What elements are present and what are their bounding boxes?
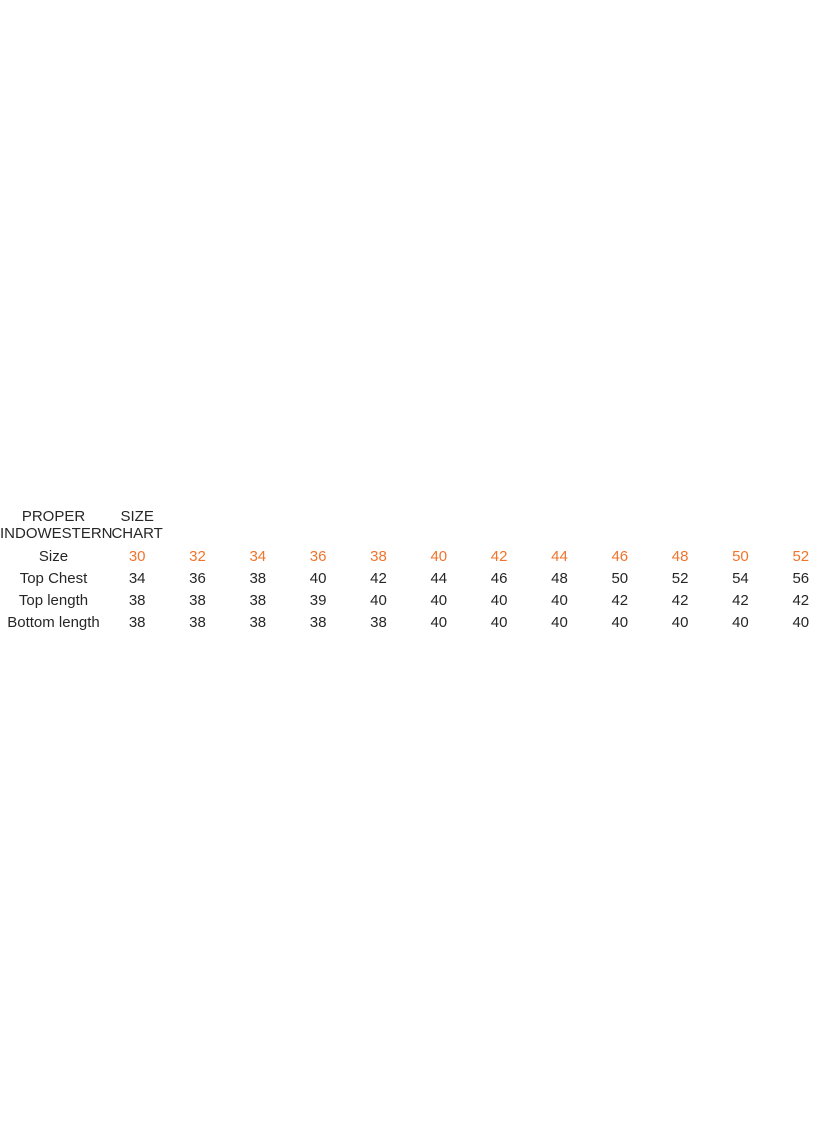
table-cell: 38 (249, 592, 267, 609)
table-cell: 36 (309, 548, 327, 565)
table-cell: 42 (490, 548, 508, 565)
row-label: Top length (18, 592, 89, 609)
table-cell: 46 (611, 548, 629, 565)
table-cell: 34 (249, 548, 267, 565)
table-row: Bottom length 38 38 38 38 38 40 40 40 40 40 40 40 (0, 612, 823, 634)
table-cell: 40 (309, 570, 327, 587)
table-cell: 40 (430, 548, 448, 565)
table-cell: 52 (671, 570, 689, 587)
table-cell: 52 (792, 548, 810, 565)
table-cell: 40 (370, 592, 387, 609)
table-cell: 38 (249, 614, 267, 631)
table-cell: 44 (551, 548, 568, 565)
table-cell: 40 (551, 592, 568, 609)
table-cell: 40 (430, 614, 448, 631)
table-cell: 38 (189, 614, 206, 631)
table-cell: 44 (430, 570, 448, 587)
table-cell: 50 (732, 548, 749, 565)
table-cell: 42 (792, 592, 810, 609)
table-cell: 40 (732, 614, 749, 631)
table-cell: 40 (611, 614, 629, 631)
table-cell: 46 (490, 570, 508, 587)
table-cell: 38 (189, 592, 206, 609)
table-cell: 40 (430, 592, 448, 609)
table-row: Top length 38 38 38 39 40 40 40 40 42 42 42 42 (0, 590, 823, 612)
table-row: Size 30 32 34 36 38 40 42 44 46 48 50 52 (0, 546, 823, 568)
table-cell: 40 (792, 614, 810, 631)
table-cell: 38 (249, 570, 267, 587)
row-label: Top Chest (19, 570, 88, 587)
table-cell: 56 (792, 570, 810, 587)
row-label: Size (38, 548, 69, 565)
table-cell: 42 (611, 592, 629, 609)
table-header-row: PROPER INDOWESTERN SIZE CHART (0, 505, 823, 546)
table-cell: 38 (370, 548, 387, 565)
size-chart-table: PROPER INDOWESTERN SIZE CHART Size 30 32 34… (0, 505, 823, 634)
table-cell: 50 (611, 570, 629, 587)
table-cell: 48 (551, 570, 568, 587)
table-cell: 38 (309, 614, 327, 631)
table-cell: 42 (671, 592, 689, 609)
row-label: Bottom length (7, 614, 100, 631)
table-cell: 54 (732, 570, 749, 587)
table-cell: 48 (671, 548, 689, 565)
header-spacer (167, 505, 823, 546)
chart-title-left: PROPER INDOWESTERN (0, 508, 113, 542)
table-cell: 42 (370, 570, 387, 587)
table-cell: 40 (490, 614, 508, 631)
chart-title-right: SIZE CHART (111, 508, 163, 542)
table-cell: 38 (128, 614, 146, 631)
table-cell: 34 (128, 570, 146, 587)
table-cell: 38 (128, 592, 146, 609)
table-cell: 36 (189, 570, 206, 587)
table-cell: 38 (370, 614, 387, 631)
table-cell: 30 (128, 548, 146, 565)
table-cell: 40 (551, 614, 568, 631)
table-row: Top Chest 34 36 38 40 42 44 46 48 50 52 54 56 (0, 568, 823, 590)
table-cell: 40 (671, 614, 689, 631)
table-cell: 32 (189, 548, 206, 565)
table-cell: 40 (490, 592, 508, 609)
table-cell: 42 (732, 592, 749, 609)
table-cell: 39 (309, 592, 327, 609)
